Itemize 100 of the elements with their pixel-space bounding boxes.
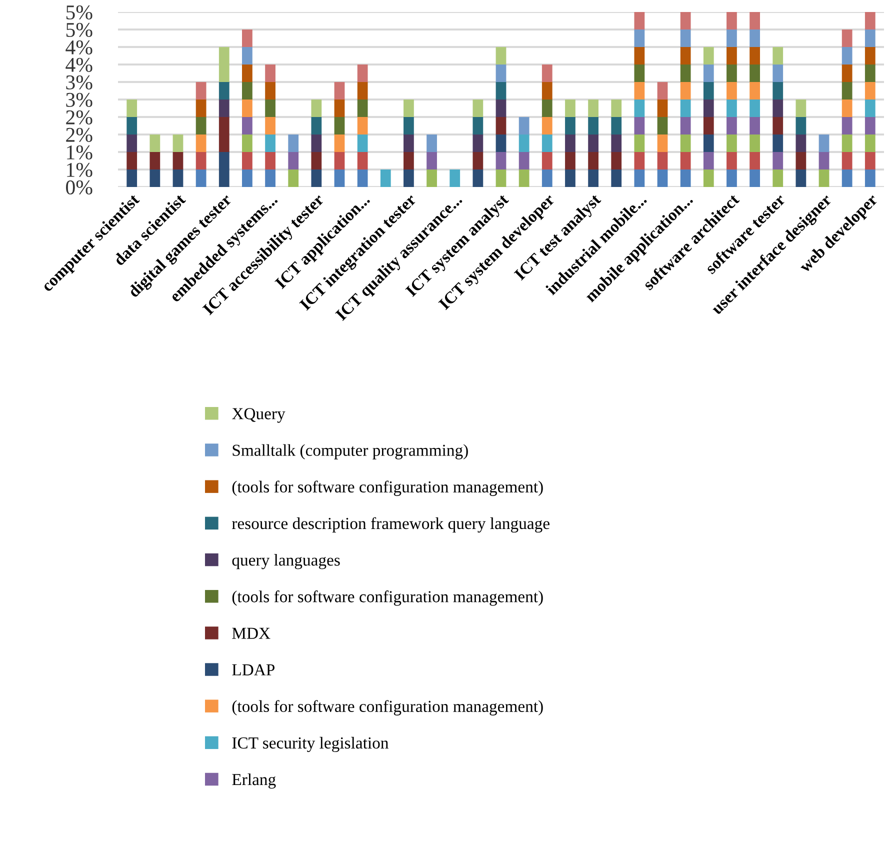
bar (588, 152, 598, 170)
legend-label: Smalltalk (computer programming) (232, 444, 468, 460)
bar (864, 12, 876, 30)
bar (357, 117, 368, 134)
bar (703, 170, 714, 187)
bar (864, 117, 876, 134)
bar (334, 117, 345, 134)
bar (518, 117, 530, 134)
bar (196, 100, 206, 117)
y-tick-label: 4% (66, 40, 92, 54)
bar (357, 134, 368, 152)
bar (542, 152, 552, 170)
bar (680, 117, 691, 134)
bar (703, 117, 714, 134)
bar (288, 134, 299, 152)
bar (818, 170, 830, 187)
bar (311, 100, 322, 117)
bar (864, 82, 876, 100)
bar (311, 134, 322, 152)
legend-label: MDX (232, 628, 270, 639)
bar (842, 30, 852, 47)
bar (680, 47, 691, 64)
bar (750, 100, 760, 117)
bar (703, 64, 714, 82)
bar (311, 170, 322, 187)
bar (218, 117, 230, 152)
bar (703, 152, 714, 170)
bar (404, 170, 414, 187)
bar (726, 100, 737, 117)
bar (311, 117, 322, 134)
bar (496, 152, 506, 170)
bar (657, 152, 668, 170)
bar (518, 170, 530, 187)
bar (750, 170, 760, 187)
y-tick-label: 2% (66, 128, 92, 142)
bar (864, 134, 876, 152)
legend-label: (tools for software configuration management) (232, 590, 543, 606)
bar (634, 134, 645, 152)
bar (565, 134, 576, 152)
bar (172, 170, 184, 187)
bar (864, 64, 876, 82)
bar (680, 82, 691, 100)
bar (472, 134, 484, 152)
bar (404, 134, 414, 152)
bar (842, 82, 852, 100)
bar (496, 100, 506, 117)
bar (750, 47, 760, 64)
bar (265, 100, 276, 117)
bar (242, 47, 252, 64)
bar (634, 152, 645, 170)
bar (750, 64, 760, 82)
bar (864, 100, 876, 117)
bar (265, 152, 276, 170)
bar (334, 82, 345, 100)
bar (242, 30, 252, 47)
bar (818, 152, 830, 170)
bar (334, 100, 345, 117)
bar (657, 117, 668, 134)
bar (334, 152, 345, 170)
bar (680, 12, 691, 30)
bar (265, 117, 276, 134)
bar (726, 64, 737, 82)
bar (196, 170, 206, 187)
bar (265, 64, 276, 82)
bar (634, 170, 645, 187)
y-tick-label: 1% (67, 162, 92, 177)
bar (518, 152, 530, 170)
bar (750, 134, 760, 152)
bar (496, 117, 506, 134)
bar (196, 82, 206, 100)
bar (542, 134, 552, 152)
bar (611, 117, 622, 134)
bar (772, 170, 784, 187)
bar (242, 100, 252, 117)
bar (772, 64, 784, 82)
bar (680, 100, 691, 117)
y-tick-label: 5% (66, 22, 92, 37)
bar (750, 117, 760, 134)
bar (726, 117, 737, 134)
bar (126, 117, 138, 134)
legend-label: XQuery (232, 408, 286, 423)
bar (288, 170, 299, 187)
bar (196, 117, 206, 134)
bar (772, 134, 784, 152)
bar (126, 170, 138, 187)
y-tick-label: 2% (66, 110, 92, 124)
bar (565, 170, 576, 187)
bar (611, 134, 622, 152)
bar (242, 134, 252, 152)
y-tick-label: 5% (66, 5, 92, 20)
bar (657, 100, 668, 117)
bar (542, 100, 552, 117)
y-tick-label: 4% (66, 58, 92, 72)
bar (772, 152, 784, 170)
legend-label: (tools for software configuration management) (232, 700, 543, 716)
bar (542, 117, 552, 134)
bar (218, 47, 230, 82)
bar (842, 64, 852, 82)
bar (542, 170, 552, 187)
bar (265, 170, 276, 187)
